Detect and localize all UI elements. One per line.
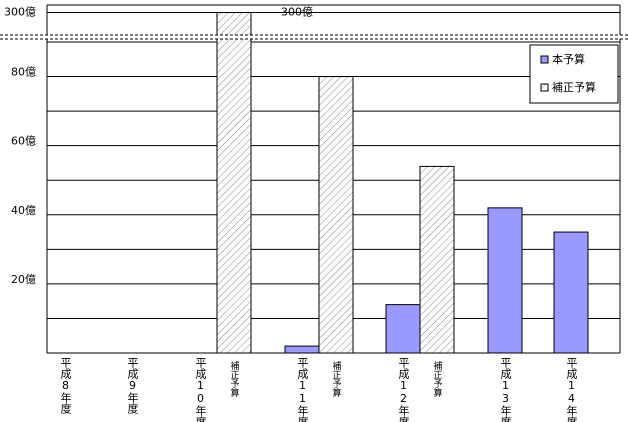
data-label: 300億: [281, 6, 313, 19]
series-label: 補正予算: [432, 360, 443, 398]
x-tick-label: 平成10年度: [194, 357, 207, 422]
y-tick-label: 20億: [11, 273, 36, 286]
x-tick-label: 平成14年度: [565, 357, 578, 422]
bar: [487, 207, 523, 354]
legend-label: 補正予算: [552, 80, 596, 94]
legend-label: 本予算: [552, 52, 585, 66]
bar: [284, 345, 320, 354]
y-tick-label: 80億: [11, 66, 36, 79]
series-label: 補正予算: [229, 360, 240, 398]
x-tick-label: 平成11年度: [296, 357, 309, 422]
axis-break: [0, 35, 628, 39]
legend-swatch: [540, 55, 549, 64]
series-label: 補正予算: [331, 360, 342, 398]
x-tick-label: 平成9年度: [126, 357, 139, 415]
y-tick-label: 40億: [11, 204, 36, 217]
legend-swatch: [540, 83, 549, 92]
bar: [553, 231, 589, 354]
x-tick-label: 平成8年度: [59, 357, 72, 415]
y-tick-label: 300億: [4, 6, 36, 19]
legend-box: [529, 44, 619, 104]
y-tick-label: 60億: [11, 135, 36, 148]
bar: [419, 165, 455, 354]
bar: [385, 304, 421, 354]
x-tick-label: 平成12年度: [397, 357, 410, 422]
x-tick-label: 平成13年度: [499, 357, 512, 422]
bar: [216, 12, 252, 354]
bar: [318, 76, 354, 354]
